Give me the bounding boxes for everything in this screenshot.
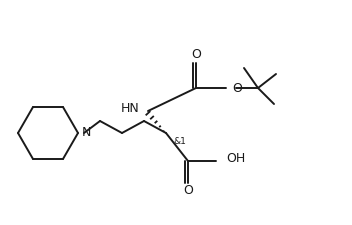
Text: O: O xyxy=(191,49,201,61)
Text: O: O xyxy=(183,184,193,198)
Text: O: O xyxy=(232,81,242,94)
Text: &1: &1 xyxy=(173,137,186,146)
Text: HN: HN xyxy=(121,103,140,115)
Text: N: N xyxy=(82,126,92,140)
Text: OH: OH xyxy=(226,153,245,166)
